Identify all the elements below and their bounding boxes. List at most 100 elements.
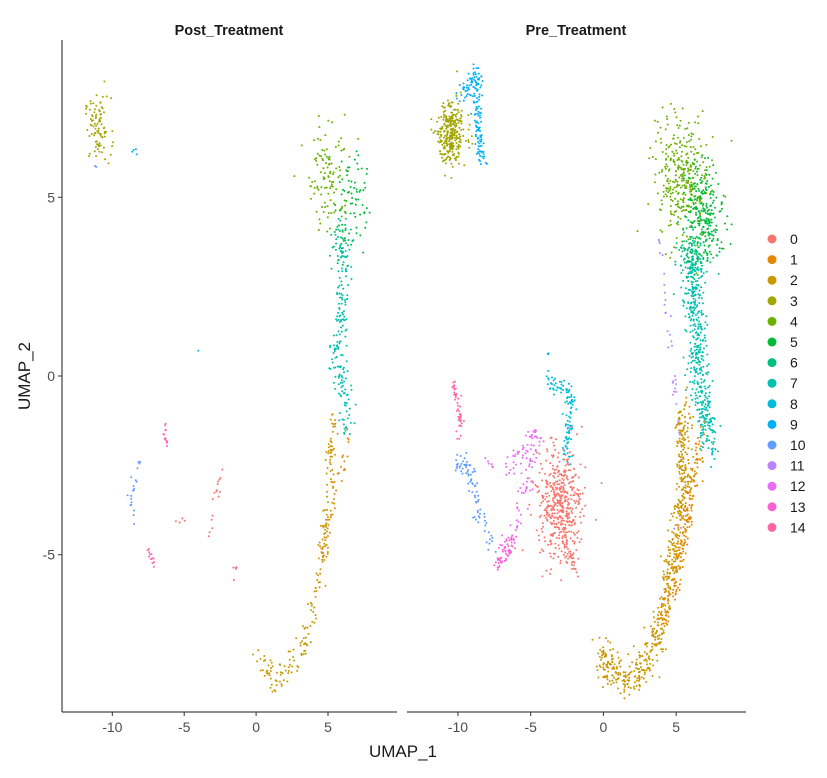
data-point bbox=[675, 549, 678, 552]
data-point bbox=[316, 187, 319, 190]
data-point bbox=[580, 538, 583, 541]
data-point bbox=[667, 169, 670, 172]
data-point bbox=[332, 381, 335, 384]
data-point bbox=[706, 210, 709, 212]
data-point bbox=[673, 507, 676, 510]
data-point bbox=[707, 213, 710, 216]
data-point bbox=[680, 272, 683, 274]
data-point bbox=[335, 167, 338, 170]
data-point bbox=[554, 531, 556, 534]
data-point bbox=[571, 488, 574, 490]
data-point bbox=[710, 253, 713, 256]
data-point bbox=[444, 162, 447, 165]
data-point bbox=[577, 575, 579, 578]
data-point bbox=[633, 681, 636, 684]
data-point bbox=[451, 132, 454, 135]
data-point bbox=[329, 509, 332, 512]
data-point bbox=[675, 590, 678, 593]
data-point bbox=[181, 517, 184, 520]
data-point bbox=[459, 464, 462, 467]
data-point bbox=[312, 611, 315, 613]
data-point bbox=[622, 675, 625, 678]
data-point bbox=[321, 206, 323, 208]
cluster-8-points bbox=[197, 349, 200, 352]
data-point bbox=[462, 87, 465, 90]
data-point bbox=[696, 199, 698, 202]
data-point bbox=[468, 93, 471, 96]
data-point bbox=[673, 511, 676, 514]
legend-label-9: 9 bbox=[790, 416, 798, 432]
data-point bbox=[611, 679, 614, 682]
data-point bbox=[530, 433, 533, 436]
data-point bbox=[598, 636, 601, 639]
data-point bbox=[703, 175, 706, 177]
data-point bbox=[694, 392, 697, 394]
data-point bbox=[474, 79, 477, 82]
data-point bbox=[597, 652, 600, 655]
data-point bbox=[329, 227, 331, 230]
data-point bbox=[641, 668, 643, 671]
data-point bbox=[465, 95, 468, 97]
data-point bbox=[678, 472, 681, 475]
data-point bbox=[559, 516, 562, 519]
data-point bbox=[554, 547, 557, 549]
data-point bbox=[710, 218, 713, 221]
data-point bbox=[551, 486, 554, 489]
data-point bbox=[107, 162, 110, 165]
data-point bbox=[507, 536, 510, 539]
data-point bbox=[302, 637, 305, 640]
data-point bbox=[669, 588, 672, 591]
data-point bbox=[132, 148, 135, 151]
data-point bbox=[488, 542, 491, 545]
data-point bbox=[304, 642, 307, 645]
data-point bbox=[675, 116, 678, 119]
data-point bbox=[571, 554, 574, 556]
data-point bbox=[484, 524, 487, 527]
data-point bbox=[131, 150, 134, 153]
data-point bbox=[672, 180, 674, 183]
data-point bbox=[678, 549, 680, 552]
data-point bbox=[693, 286, 696, 289]
data-point bbox=[605, 653, 608, 656]
data-point bbox=[690, 311, 693, 314]
data-point bbox=[329, 440, 332, 443]
cluster-5-points bbox=[328, 150, 371, 266]
data-point bbox=[664, 193, 667, 196]
data-point bbox=[651, 156, 654, 158]
data-point bbox=[691, 469, 694, 472]
data-point bbox=[690, 347, 693, 350]
data-point bbox=[617, 673, 620, 676]
data-point bbox=[504, 552, 507, 555]
data-point bbox=[446, 130, 449, 133]
legend-key-14 bbox=[767, 522, 777, 532]
data-point bbox=[321, 538, 324, 541]
data-point bbox=[450, 176, 453, 179]
data-point bbox=[670, 567, 673, 570]
data-point bbox=[323, 186, 326, 189]
data-point bbox=[687, 516, 690, 519]
data-point bbox=[350, 278, 353, 280]
data-point bbox=[446, 120, 449, 123]
data-point bbox=[325, 522, 328, 525]
data-point bbox=[111, 130, 114, 133]
data-point bbox=[711, 417, 714, 419]
data-point bbox=[606, 663, 609, 666]
data-point bbox=[350, 265, 353, 268]
data-point bbox=[290, 671, 293, 674]
data-point bbox=[351, 240, 354, 243]
data-point bbox=[465, 86, 468, 89]
data-point bbox=[553, 490, 555, 493]
data-point bbox=[319, 572, 322, 575]
cluster-1-points bbox=[657, 420, 706, 626]
data-point bbox=[559, 562, 562, 565]
data-point bbox=[480, 150, 483, 153]
data-point bbox=[442, 106, 445, 109]
data-point bbox=[718, 247, 721, 250]
data-point bbox=[474, 87, 477, 89]
data-point bbox=[698, 137, 701, 140]
data-point bbox=[654, 636, 657, 639]
data-point bbox=[345, 200, 348, 202]
data-point bbox=[694, 325, 697, 328]
data-point bbox=[340, 480, 343, 482]
data-point bbox=[326, 527, 329, 530]
